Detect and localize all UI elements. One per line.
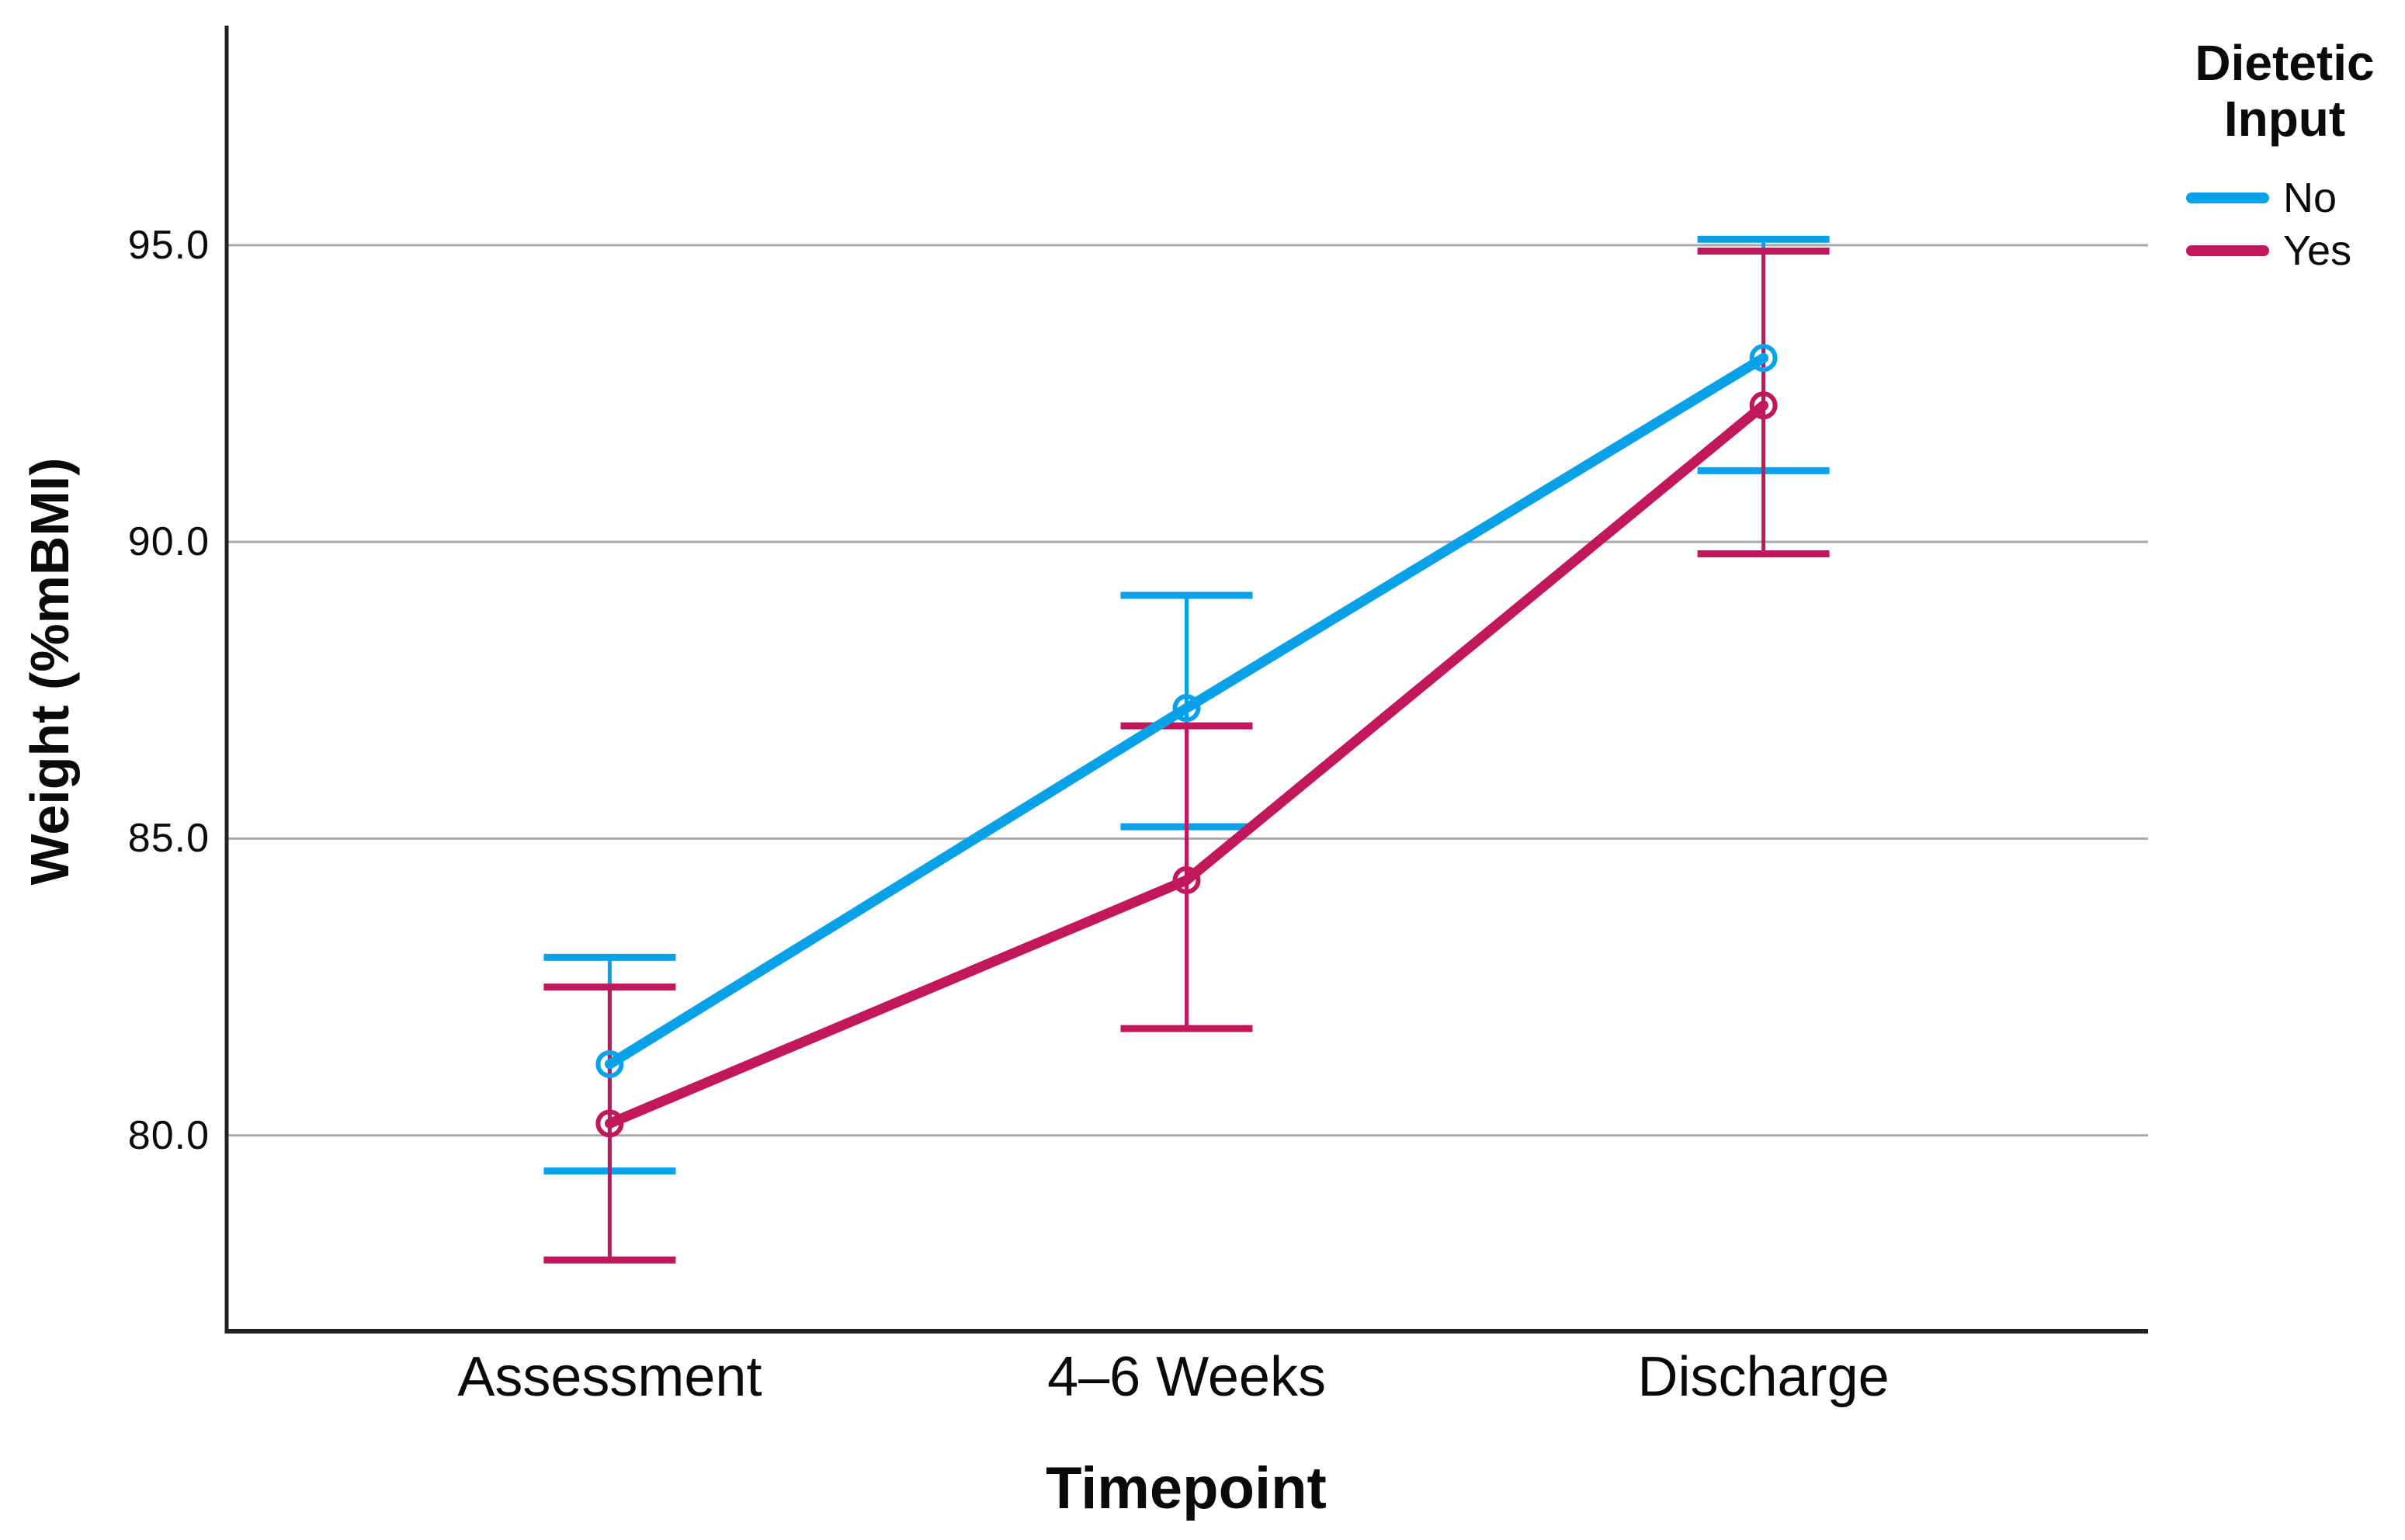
y-tick-label-90.0: 90.0	[127, 519, 210, 565]
marker-no-2	[1749, 344, 1778, 373]
x-tick-label-1: 4–6 Weeks	[1047, 1346, 1326, 1408]
legend-label-yes: Yes	[2283, 227, 2352, 275]
y-tick-label-80.0: 80.0	[127, 1112, 210, 1158]
legend-title: Dietetic Input	[2195, 35, 2375, 147]
legend-swatch-yes	[2186, 245, 2269, 257]
x-tick-label-2: Discharge	[1637, 1346, 1890, 1408]
y-tick-label-95.0: 95.0	[127, 222, 210, 268]
legend-item-yes: Yes	[2186, 229, 2405, 272]
marker-yes-0	[595, 1109, 624, 1138]
marker-yes-2	[1749, 391, 1778, 420]
marker-yes-1	[1172, 865, 1201, 894]
legend-label-no: No	[2283, 175, 2337, 222]
series-line-yes	[604, 400, 1769, 1129]
legend-swatch-no	[2186, 192, 2269, 204]
marker-no-0	[595, 1049, 624, 1078]
x-tick-label-0: Assessment	[457, 1346, 762, 1408]
legend-items: No Yes	[2164, 176, 2405, 272]
marker-no-1	[1172, 694, 1201, 723]
series-line-no	[604, 352, 1769, 1070]
legend-item-no: No	[2186, 176, 2405, 220]
y-tick-label-85.0: 85.0	[127, 816, 210, 862]
x-axis-title: Timepoint	[1046, 1455, 1327, 1521]
legend: Dietetic Input No Yes	[2164, 35, 2405, 282]
